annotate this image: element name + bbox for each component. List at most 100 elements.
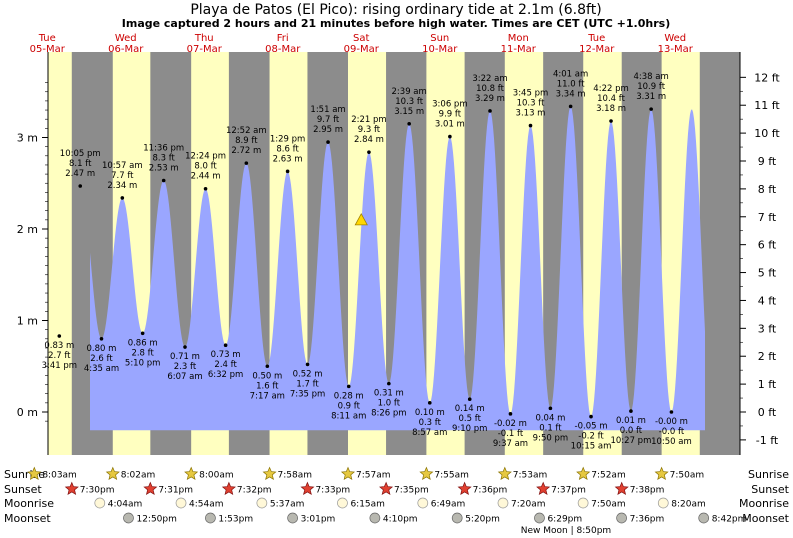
- extreme-label: 0.31 m: [374, 389, 404, 399]
- extreme-label: 8:11 am: [331, 411, 366, 421]
- day-label-dow: Mon: [508, 33, 529, 44]
- extreme-label: 3:41 pm: [42, 361, 77, 371]
- moonrise-icon: [497, 497, 509, 509]
- day-label-date: 07-Mar: [187, 44, 223, 55]
- extreme-point: [649, 107, 653, 111]
- moonrise-time: 4:04am: [108, 500, 143, 510]
- extreme-label: 8:57 am: [412, 428, 447, 438]
- day-label-date: 08-Mar: [265, 44, 301, 55]
- moonrise-time: 6:49am: [431, 500, 466, 510]
- extreme-point: [508, 412, 513, 416]
- day-label-date: 05-Mar: [30, 44, 66, 55]
- sunset-icon: [536, 481, 551, 496]
- moonrise-time: 7:20am: [511, 500, 545, 510]
- moonset-time: 7:36pm: [630, 515, 665, 525]
- moonset-icon: [287, 512, 298, 524]
- sunset-icon: [457, 481, 472, 496]
- moonset-icon: [369, 512, 381, 524]
- extreme-point: [305, 362, 310, 367]
- day-label-dow: Sat: [353, 33, 369, 44]
- extreme-point: [568, 104, 573, 109]
- chart-subtitle: Image captured 2 hours and 21 minutes be…: [122, 17, 670, 30]
- extreme-label: 2.4 ft: [214, 360, 237, 370]
- sunrise-time: 8:00am: [199, 471, 234, 481]
- extreme-point: [244, 161, 249, 165]
- extreme-label: 3:22 am: [472, 74, 507, 84]
- extreme-label: 0.01 m: [616, 416, 646, 426]
- moonrise-time: 8:20am: [671, 500, 706, 510]
- extreme-point: [346, 384, 351, 389]
- right-tick-label: 9 ft: [758, 155, 777, 168]
- day-labels: Tue05-MarWed06-MarThu07-MarFri08-MarSat0…: [30, 33, 694, 55]
- extreme-point: [120, 196, 125, 200]
- extreme-label: 2:39 am: [392, 87, 427, 97]
- moonrise-icon: [657, 497, 669, 509]
- moonset-time: 12:50pm: [136, 515, 176, 525]
- extreme-label: 10.8 ft: [476, 84, 504, 94]
- extreme-label: 2.53 m: [149, 164, 179, 174]
- extreme-label: 10.9 ft: [637, 82, 665, 92]
- extreme-label: 0.14 m: [455, 404, 485, 414]
- extreme-point: [78, 184, 83, 188]
- extreme-label: -0.0 ft: [659, 427, 685, 437]
- moonrise-time: 5:37am: [270, 500, 305, 510]
- extreme-label: 3.13 m: [516, 109, 546, 119]
- extreme-point: [528, 123, 533, 128]
- extreme-point: [407, 121, 411, 126]
- chart-title: Playa de Patos (El Pico): rising ordinar…: [190, 2, 601, 18]
- sunrise-icon: [419, 466, 434, 481]
- extreme-point: [448, 134, 452, 139]
- moonset-time: 6:29pm: [547, 515, 582, 525]
- day-label-dow: Tue: [587, 33, 605, 44]
- extreme-label: 0.1 ft: [539, 423, 562, 433]
- sunrise-icon: [105, 466, 120, 481]
- extreme-label: 0.04 m: [535, 413, 565, 423]
- moonset-time: 1:53pm: [218, 515, 253, 525]
- extreme-point: [669, 410, 674, 414]
- extreme-label: 0.28 m: [334, 391, 364, 401]
- extreme-label: 9.7 ft: [317, 115, 340, 125]
- extreme-label: 8.6 ft: [276, 144, 299, 154]
- extreme-label: 4:01 am: [553, 69, 588, 79]
- extreme-label: 8.9 ft: [235, 136, 258, 146]
- sunset-row-label-right: Sunset: [751, 483, 789, 496]
- day-label-dow: Tue: [38, 33, 56, 44]
- sunrise-icon: [340, 466, 356, 481]
- extreme-label: 0.52 m: [293, 369, 323, 379]
- extreme-point: [203, 186, 208, 191]
- extreme-label: 7:17 am: [250, 391, 285, 401]
- moonset-icon: [698, 512, 710, 524]
- right-tick-label: 8 ft: [758, 183, 777, 196]
- sunrise-row-label-right: Sunrise: [748, 468, 789, 481]
- extreme-label: 9.9 ft: [439, 110, 462, 120]
- extreme-point: [609, 119, 613, 123]
- right-tick-label: 10 ft: [754, 127, 780, 140]
- moonset-icon: [534, 512, 545, 524]
- right-tick-label: 11 ft: [754, 99, 780, 112]
- extreme-point: [183, 345, 187, 349]
- sunset-time: 7:38pm: [630, 486, 665, 496]
- extreme-label: -0.05 m: [575, 422, 608, 432]
- extreme-label: 2.8 ft: [131, 348, 154, 358]
- extreme-label: 10:05 pm: [60, 149, 101, 159]
- sunrise-time: 8:02am: [121, 471, 156, 481]
- extreme-label: 0.9 ft: [338, 401, 361, 411]
- extreme-label: 1.0 ft: [378, 399, 401, 409]
- extreme-label: 0.73 m: [211, 350, 241, 360]
- extreme-point: [367, 150, 371, 154]
- extreme-label: 2.47 m: [65, 169, 95, 179]
- moonset-time: 5:20pm: [465, 515, 500, 525]
- sunrise-time: 7:57am: [356, 471, 391, 481]
- left-tick-label: 0 m: [17, 406, 38, 419]
- extreme-label: 2.84 m: [354, 135, 384, 145]
- left-tick-label: 2 m: [17, 223, 38, 236]
- extreme-point: [589, 414, 593, 419]
- day-label-dow: Thu: [194, 33, 214, 44]
- sunset-time: 7:32pm: [237, 486, 272, 496]
- sunset-icon: [614, 481, 629, 496]
- sunrise-icon: [27, 466, 42, 481]
- sunrise-icon: [654, 466, 669, 481]
- extreme-label: 3.15 m: [394, 107, 424, 117]
- extreme-label: 0.83 m: [44, 341, 74, 351]
